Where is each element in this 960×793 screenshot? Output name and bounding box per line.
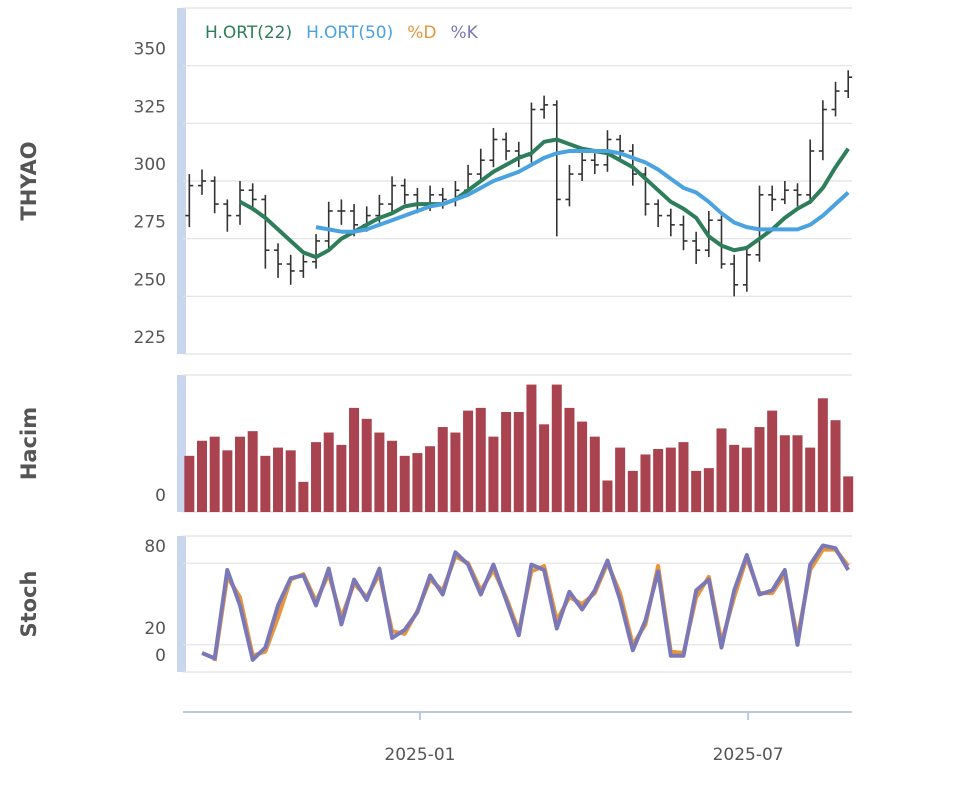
bar	[260, 455, 271, 512]
bar	[564, 407, 575, 512]
bar	[361, 418, 372, 512]
bar	[488, 436, 499, 512]
legend-label: %K	[451, 23, 479, 43]
y-tick-label: 20	[144, 619, 166, 639]
panel-band	[177, 536, 186, 672]
bar	[716, 428, 727, 512]
bar	[577, 421, 588, 512]
panel-title: Hacim	[17, 407, 41, 480]
bar	[475, 407, 486, 512]
y-tick-label: 0	[155, 486, 166, 506]
x-tick-label: 2025-07	[713, 745, 784, 765]
bar	[450, 432, 461, 512]
bar	[741, 447, 752, 512]
y-tick-label: 80	[144, 537, 166, 557]
bar	[349, 407, 360, 512]
bar	[640, 454, 651, 512]
bar	[703, 468, 714, 512]
bar	[526, 384, 537, 512]
panel-title: THYAO	[17, 141, 41, 220]
bar	[501, 411, 512, 512]
line-series	[201, 543, 850, 662]
bar	[767, 410, 778, 512]
bar	[843, 476, 854, 512]
bar	[311, 442, 322, 512]
y-tick-label: 350	[134, 40, 166, 60]
x-tick-label: 2025-01	[384, 745, 455, 765]
bar	[627, 470, 638, 512]
line-series	[315, 149, 850, 234]
bar	[817, 398, 828, 512]
y-tick-label: 0	[155, 646, 166, 666]
bar	[615, 447, 626, 512]
bar	[412, 453, 423, 512]
y-tick-label: 325	[134, 97, 166, 117]
bar	[754, 427, 765, 512]
bar	[602, 480, 613, 512]
bar	[551, 384, 562, 512]
bar	[665, 447, 676, 512]
bar	[374, 432, 385, 512]
legend-label: H.ORT(22)	[205, 23, 292, 43]
bar	[653, 448, 664, 512]
bar	[184, 455, 195, 512]
bar	[830, 420, 841, 512]
bar	[539, 424, 550, 512]
bar	[792, 435, 803, 512]
bar	[805, 447, 816, 512]
bar	[691, 470, 702, 512]
y-tick-label: 225	[134, 328, 166, 348]
bar	[678, 442, 689, 512]
bar	[273, 447, 284, 512]
bar	[298, 481, 309, 512]
bar	[425, 446, 436, 512]
bar	[779, 435, 790, 512]
bar	[336, 444, 347, 512]
y-tick-label: 300	[134, 155, 166, 175]
bar	[235, 436, 246, 512]
panel-band	[177, 8, 186, 354]
bar	[463, 410, 474, 512]
legend-label: H.ORT(50)	[306, 23, 393, 43]
bar	[729, 444, 740, 512]
bar	[197, 440, 208, 512]
bar	[222, 450, 233, 512]
bar	[209, 436, 220, 512]
panel-band	[177, 375, 186, 512]
bar	[323, 432, 334, 512]
bar	[399, 455, 410, 512]
y-tick-label: 275	[134, 213, 166, 233]
bar	[513, 411, 524, 512]
bar	[247, 431, 258, 512]
bar	[285, 450, 296, 512]
bar	[437, 427, 448, 512]
legend-label: %D	[407, 23, 436, 43]
line-series	[239, 137, 850, 260]
y-tick-label: 250	[134, 270, 166, 290]
bar	[387, 440, 398, 512]
panel-title: Stoch	[17, 571, 41, 638]
bar	[589, 436, 600, 512]
